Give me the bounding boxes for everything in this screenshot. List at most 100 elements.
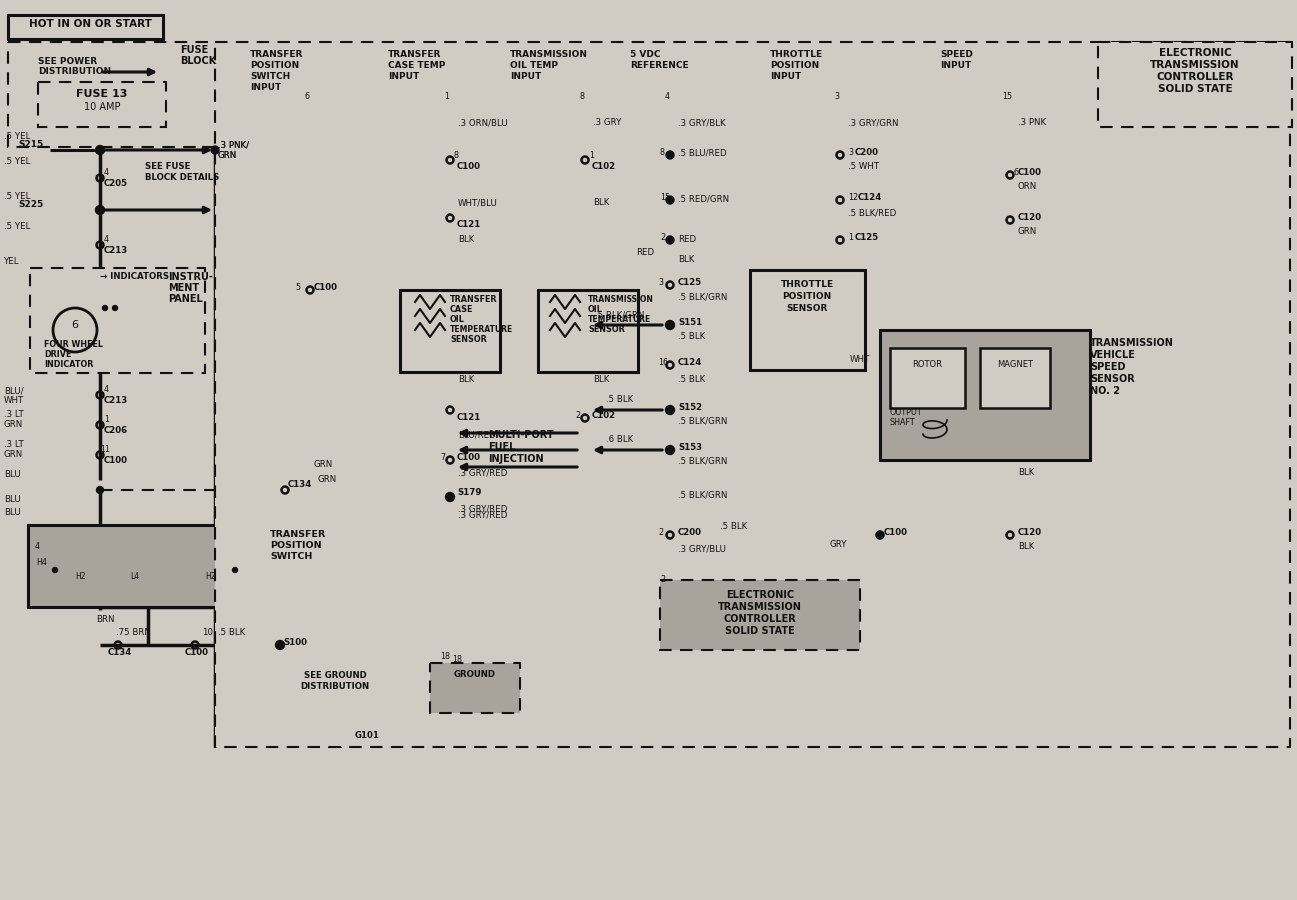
Text: C100: C100	[104, 456, 128, 465]
Text: SEE GROUND: SEE GROUND	[303, 671, 366, 680]
Text: .5 BLK/GRN: .5 BLK/GRN	[678, 490, 728, 499]
Text: L4: L4	[130, 572, 139, 581]
Text: SENSOR: SENSOR	[450, 335, 486, 344]
Text: .5 BLK: .5 BLK	[678, 332, 706, 341]
Text: POSITION: POSITION	[250, 61, 300, 70]
Text: WHT/BLU: WHT/BLU	[458, 198, 498, 207]
Text: TRANSMISSION: TRANSMISSION	[1150, 60, 1240, 70]
Text: 4: 4	[104, 168, 109, 177]
Text: SWITCH: SWITCH	[270, 552, 313, 561]
Circle shape	[96, 146, 105, 155]
Text: BLU: BLU	[4, 470, 21, 479]
Text: 15: 15	[660, 193, 671, 202]
Text: C121: C121	[457, 413, 481, 422]
Text: .5 BLK/GRN: .5 BLK/GRN	[678, 292, 728, 301]
Text: S152: S152	[678, 403, 702, 412]
Text: MENT: MENT	[169, 283, 200, 293]
Text: C102: C102	[591, 411, 616, 420]
Text: .5 BLK/GRN: .5 BLK/GRN	[595, 310, 645, 319]
Text: OIL: OIL	[450, 315, 464, 324]
Text: .5 YEL: .5 YEL	[4, 132, 30, 141]
Text: YEL: YEL	[4, 257, 19, 266]
Circle shape	[96, 205, 105, 214]
Bar	[538, 290, 638, 372]
Text: C205: C205	[104, 179, 128, 188]
Text: .3 ORN/BLU: .3 ORN/BLU	[458, 118, 507, 127]
Circle shape	[96, 487, 104, 493]
Text: GRN: GRN	[314, 460, 333, 469]
Text: SEE FUSE: SEE FUSE	[145, 162, 191, 171]
Text: BLK: BLK	[458, 375, 475, 384]
Text: 6: 6	[305, 92, 310, 101]
Text: SEE POWER: SEE POWER	[38, 57, 97, 66]
Bar	[660, 580, 860, 650]
Text: OIL TEMP: OIL TEMP	[510, 61, 558, 70]
Text: .5 BLK/RED: .5 BLK/RED	[848, 208, 896, 217]
Text: H4: H4	[36, 558, 47, 567]
Text: .3 LT: .3 LT	[4, 410, 23, 419]
Bar	[399, 290, 501, 372]
Text: S179: S179	[457, 488, 481, 497]
Text: INPUT: INPUT	[250, 83, 281, 92]
Text: C213: C213	[104, 246, 128, 255]
Text: C213: C213	[104, 396, 128, 405]
Bar	[215, 42, 1291, 747]
Text: THROTTLE: THROTTLE	[781, 280, 834, 289]
Text: GRN: GRN	[4, 450, 23, 459]
Text: C200: C200	[678, 528, 702, 537]
Text: .3 GRY: .3 GRY	[593, 118, 621, 127]
Text: HOT IN ON OR START: HOT IN ON OR START	[29, 19, 152, 29]
Text: S215: S215	[18, 140, 43, 149]
Text: .3 GRY/GRN: .3 GRY/GRN	[848, 118, 899, 127]
Text: .3 GRY/RED: .3 GRY/RED	[458, 468, 507, 477]
Text: BLK: BLK	[1018, 542, 1035, 551]
Text: VEHICLE: VEHICLE	[1089, 350, 1136, 360]
Text: POSITION: POSITION	[782, 292, 831, 301]
Text: CASE: CASE	[450, 305, 473, 314]
Text: C121: C121	[457, 220, 481, 229]
Text: S100: S100	[283, 638, 307, 647]
Bar	[750, 270, 865, 370]
Text: CONTROLLER: CONTROLLER	[1156, 72, 1233, 82]
Text: 4: 4	[35, 542, 40, 551]
Text: .3 GRY/BLU: .3 GRY/BLU	[678, 545, 726, 554]
Text: .5 YEL: .5 YEL	[4, 192, 30, 201]
Text: C124: C124	[678, 358, 703, 367]
Text: BLOCK DETAILS: BLOCK DETAILS	[145, 173, 219, 182]
Text: 2: 2	[660, 575, 665, 584]
Circle shape	[275, 641, 284, 650]
Text: 2: 2	[660, 233, 665, 242]
Text: WHT: WHT	[4, 396, 25, 405]
Text: C100: C100	[885, 528, 908, 537]
Text: TRANSMISSION: TRANSMISSION	[510, 50, 588, 59]
Text: 4: 4	[664, 92, 669, 101]
Text: H2: H2	[75, 572, 86, 581]
Text: .3 PNK: .3 PNK	[1018, 118, 1047, 127]
Text: ORN: ORN	[1018, 182, 1038, 191]
Circle shape	[665, 406, 674, 415]
Bar	[8, 15, 163, 39]
Text: 4: 4	[104, 235, 109, 244]
Text: 5: 5	[294, 283, 300, 292]
Text: S151: S151	[678, 318, 702, 327]
Text: 5 VDC: 5 VDC	[630, 50, 660, 59]
Text: 3: 3	[848, 148, 853, 157]
Text: TRANSFER: TRANSFER	[388, 50, 441, 59]
Text: SWITCH: SWITCH	[250, 72, 291, 81]
Text: MULTI-PORT: MULTI-PORT	[488, 430, 554, 440]
Text: OIL: OIL	[588, 305, 603, 314]
Text: FUEL: FUEL	[488, 442, 515, 452]
Text: FOUR WHEEL: FOUR WHEEL	[44, 340, 102, 349]
Text: GRN: GRN	[1018, 227, 1038, 236]
Text: GROUND: GROUND	[454, 670, 495, 679]
Circle shape	[665, 320, 674, 329]
Bar	[981, 348, 1051, 408]
Text: THROTTLE: THROTTLE	[770, 50, 824, 59]
Bar	[879, 330, 1089, 460]
Text: PANEL: PANEL	[169, 294, 202, 304]
Text: INPUT: INPUT	[940, 61, 971, 70]
Text: C100: C100	[185, 648, 209, 657]
Text: 4: 4	[104, 385, 109, 394]
Circle shape	[211, 146, 219, 154]
Bar	[431, 663, 520, 713]
